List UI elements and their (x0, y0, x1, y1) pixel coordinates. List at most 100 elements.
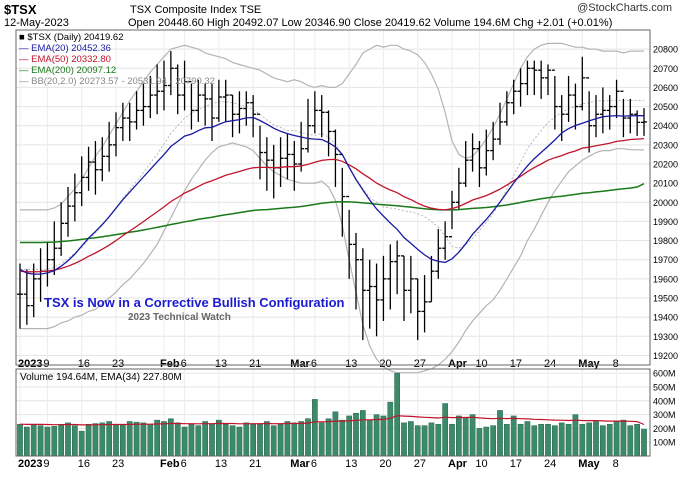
ohlc-bar (634, 110, 641, 136)
price-tick-label: 20000 (653, 198, 678, 208)
date-axis-label: 21 (249, 358, 261, 370)
volume-bar (209, 423, 215, 457)
volume-date-label: 24 (544, 458, 556, 470)
date-axis-label: 6 (311, 358, 317, 370)
ohlc-bar (51, 221, 58, 276)
date-axis-label: 17 (510, 358, 522, 370)
ohlc-bar (202, 83, 209, 126)
volume-bar (318, 422, 325, 457)
ohlc-bar (65, 186, 71, 237)
volume-bar (174, 422, 181, 457)
date-axis-label: 16 (78, 358, 90, 370)
volume-bar (620, 419, 627, 457)
volume-date-label: 27 (414, 458, 426, 470)
volume-bar (531, 425, 538, 457)
volume-bar (600, 425, 606, 457)
date-axis-label: 2023 (18, 358, 42, 370)
volume-bar (380, 415, 387, 457)
date-axis-label: Mar (290, 358, 310, 370)
ohlc-bar (538, 60, 545, 99)
volume-bar (236, 426, 243, 457)
ohlc-bar (599, 87, 606, 134)
ohlc-bar (558, 95, 565, 142)
price-tick-label: 19500 (653, 294, 678, 304)
ema20-line (19, 114, 644, 275)
ohlc-bar (366, 259, 373, 329)
ohlc-bar (380, 255, 387, 321)
volume-bar (517, 423, 524, 457)
volume-bar (188, 423, 195, 457)
volume-bars (17, 372, 647, 457)
volume-bar (161, 421, 167, 457)
volume-bar (373, 414, 380, 457)
ohlc-bar (37, 248, 44, 302)
ohlc-bar (78, 156, 85, 207)
volume-bar (476, 428, 483, 457)
volume-bar (346, 415, 352, 457)
ohlc-bar (455, 167, 462, 210)
ohlc-bar (215, 79, 222, 122)
ohlc-bar (291, 141, 298, 191)
date-axis-label: 24 (544, 358, 556, 370)
volume-bar (593, 421, 599, 457)
volume-bar (78, 430, 85, 457)
ohlc-bar (421, 275, 428, 333)
ohlc-bar (17, 263, 23, 329)
ohlc-bar (572, 83, 579, 130)
volume-axis-labels: 100M 200M 300M 400M 500M 600M (653, 369, 676, 448)
volume-bar (24, 426, 30, 457)
volume-bar (120, 423, 126, 457)
volume-bar (332, 411, 339, 457)
volume-bar (565, 423, 572, 457)
volume-bar (558, 422, 565, 457)
ohlc-bar (250, 95, 257, 138)
ema-lines (19, 114, 645, 275)
ohlc-bar (126, 102, 133, 142)
annotation-subtitle: 2023 Technical Watch (128, 312, 231, 323)
ohlc-bar (85, 146, 92, 191)
ohlc-bar (257, 113, 263, 180)
volume-tick-label: 500M (653, 382, 676, 392)
volume-bar (545, 423, 551, 457)
ohlc-bar (167, 51, 174, 96)
ohlc-bar (147, 75, 154, 119)
ohlc-bars (17, 51, 647, 341)
ohlc-bar (476, 141, 483, 187)
ohlc-bar (209, 83, 215, 142)
volume-bar (325, 418, 332, 457)
volume-bar (126, 421, 133, 457)
volume-date-label: 16 (78, 458, 90, 470)
ohlc-bar (305, 98, 311, 153)
price-tick-label: 19900 (653, 217, 678, 227)
ohlc-bar (113, 112, 119, 157)
price-tick-label: 20600 (653, 83, 678, 93)
ohlc-bar (99, 137, 106, 182)
ohlc-bar (462, 141, 469, 187)
ohlc-bar (531, 60, 538, 96)
ohlc-bar (442, 221, 449, 260)
volume-date-label: 2023 (18, 458, 42, 470)
ohlc-bar (490, 121, 497, 161)
volume-bar (85, 423, 92, 457)
volume-bar (490, 425, 496, 457)
ohlc-bar (71, 173, 78, 222)
volume-bar (634, 423, 640, 457)
legend-entry: — EMA(50) 20332.80 (19, 54, 111, 65)
ohlc-bar (469, 133, 476, 172)
volume-bar (65, 422, 71, 457)
price-tick-label: 19600 (653, 274, 678, 284)
volume-bar (421, 425, 428, 457)
volume-bar (305, 418, 311, 457)
volume-bar (140, 422, 147, 457)
volume-bar (277, 423, 284, 457)
ohlc-bar (510, 79, 517, 115)
price-tick-label: 20100 (653, 179, 678, 189)
ohlc-bar (195, 79, 202, 122)
volume-date-label: Mar (290, 458, 310, 470)
volume-tick-label: 200M (653, 424, 676, 434)
volume-bar (257, 423, 263, 457)
ohlc-bar (483, 129, 490, 176)
volume-bar (524, 421, 531, 457)
symbol-title: $TSX (4, 2, 37, 17)
volume-bar (456, 415, 462, 457)
